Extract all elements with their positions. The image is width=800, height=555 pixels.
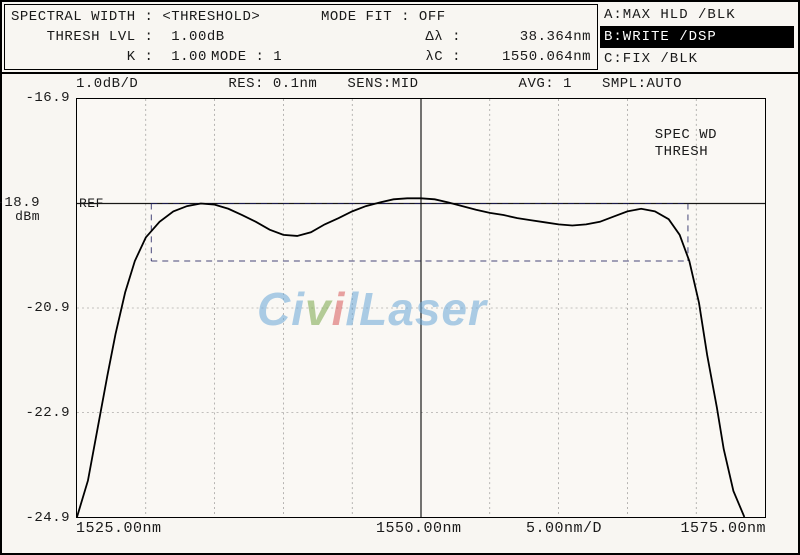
trace-status: A:MAX HLD /BLK B:WRITE /DSP C:FIX /BLK xyxy=(600,4,794,70)
lambda-c-label: λC : xyxy=(425,49,461,65)
thresh-lvl-value: 1.00dB xyxy=(171,29,224,45)
lambda-c-value: 1550.064nm xyxy=(502,49,591,65)
spectral-width-label: SPECTRAL WIDTH : xyxy=(11,9,153,25)
watermark: CivilLaser xyxy=(257,282,487,336)
k-label: K : xyxy=(127,49,154,65)
xlabel-right: 1575.00nm xyxy=(680,520,766,537)
modefit-label: MODE FIT : xyxy=(321,9,410,25)
spec-wd-annotation: SPEC WD THRESH xyxy=(655,127,717,161)
delta-lambda-label: Δλ : xyxy=(425,29,461,45)
trace-a: A:MAX HLD /BLK xyxy=(600,4,794,26)
ytick-2: -20.9 xyxy=(25,300,70,316)
header-params: SPECTRAL WIDTH : <THRESHOLD> MODE FIT : … xyxy=(4,4,598,70)
ref-marker: REF xyxy=(79,196,104,212)
header: SPECTRAL WIDTH : <THRESHOLD> MODE FIT : … xyxy=(2,2,798,74)
k-value: 1.00 xyxy=(171,49,207,65)
sampling: SMPL:AUTO xyxy=(602,76,682,92)
resolution: RES: 0.1nm xyxy=(228,76,317,92)
thresh-lvl-label: THRESH LVL : xyxy=(47,29,154,45)
ytick-3: -22.9 xyxy=(25,405,70,421)
ytick-4: -24.9 xyxy=(25,510,70,526)
xlabel-div: 5.00nm/D xyxy=(526,520,602,537)
spectral-width-value: <THRESHOLD> xyxy=(162,9,260,25)
mode-label: MODE : 1 xyxy=(211,49,282,65)
trace-c: C:FIX /BLK xyxy=(600,48,794,70)
xlabel-center: 1550.00nm xyxy=(376,520,462,537)
db-per-div: 1.0dB/D xyxy=(76,76,138,92)
modefit-value: OFF xyxy=(419,9,446,25)
trace-b: B:WRITE /DSP xyxy=(600,26,794,48)
averaging: AVG: 1 xyxy=(519,76,572,92)
osa-screen: SPECTRAL WIDTH : <THRESHOLD> MODE FIT : … xyxy=(0,0,800,555)
xlabel-left: 1525.00nm xyxy=(76,520,162,537)
ytick-0: -16.9 xyxy=(25,90,70,106)
x-axis-labels: 1525.00nm 1550.00nm 5.00nm/D 1575.00nm xyxy=(76,520,766,540)
info-bar: 1.0dB/D RES: 0.1nm SENS:MID AVG: 1 SMPL:… xyxy=(2,74,798,96)
sensitivity: SENS:MID xyxy=(347,76,418,92)
y-axis-labels: -16.9 -18.9 dBm -20.9 -22.9 -24.9 xyxy=(6,98,74,518)
delta-lambda-value: 38.364nm xyxy=(520,29,591,45)
ytick-ref-unit: dBm xyxy=(15,209,40,224)
